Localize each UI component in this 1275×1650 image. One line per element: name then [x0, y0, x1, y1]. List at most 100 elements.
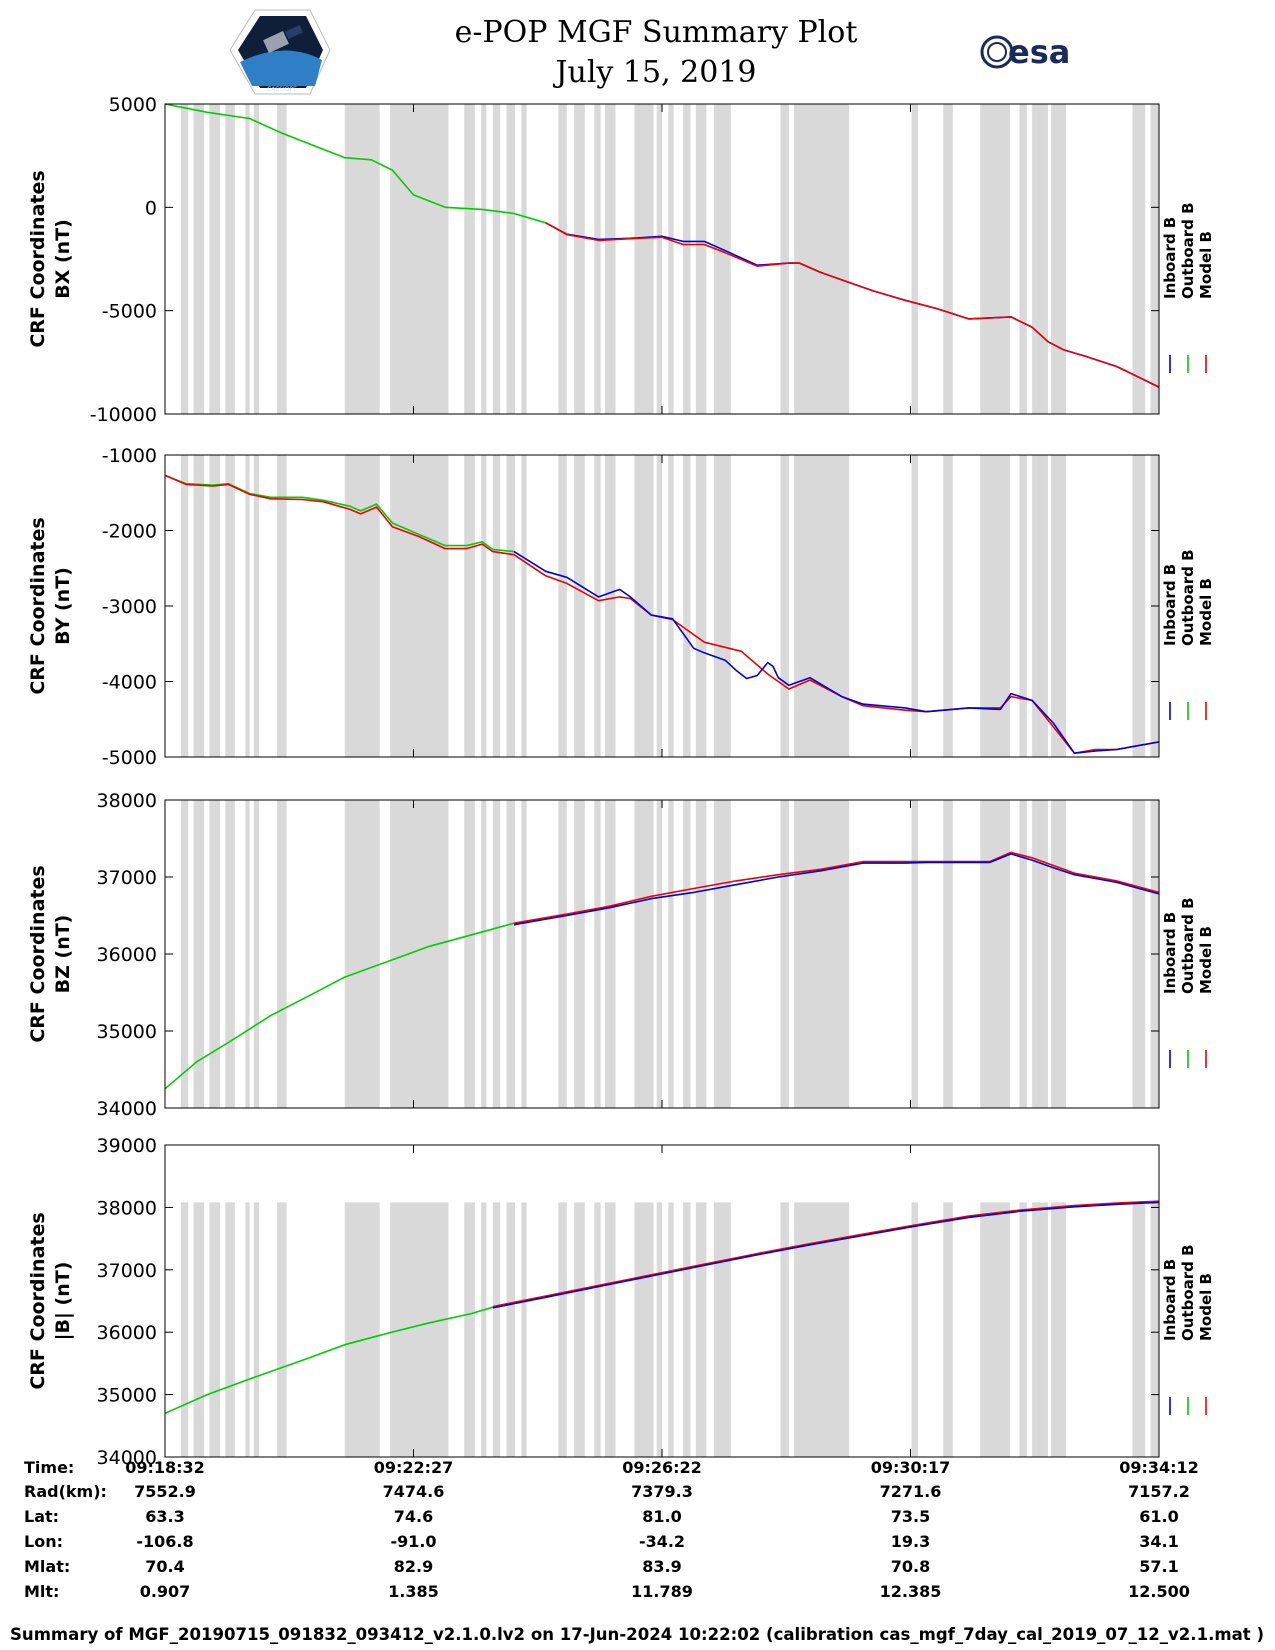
series-outboard-line	[164, 1306, 494, 1415]
data-gap-band	[634, 1202, 654, 1457]
ephemeris-cell: 7157.2	[1128, 1482, 1190, 1501]
data-gap-band	[253, 455, 260, 757]
data-gap-band	[277, 104, 287, 414]
legend-label: Inboard B	[1161, 217, 1179, 299]
data-gap-band	[604, 1202, 616, 1457]
legend-label: Model B	[1197, 926, 1215, 994]
data-gap-band	[794, 455, 850, 757]
ephemeris-cell: 82.9	[394, 1557, 433, 1576]
data-gap-band	[943, 455, 953, 757]
y-tick-label: 38000	[97, 1197, 157, 1219]
ephemeris-row-label: Rad(km):	[24, 1482, 107, 1501]
legend-label: Inboard B	[1161, 1259, 1179, 1341]
data-gap-band	[604, 800, 616, 1108]
data-gap-band	[481, 1202, 487, 1457]
data-gap-band	[911, 455, 918, 757]
data-gap-band	[344, 800, 380, 1108]
data-gap-band	[253, 800, 260, 1108]
ephemeris-cell: 61.0	[1139, 1507, 1178, 1526]
series-outboard-line	[164, 922, 515, 1090]
panel-bmag: 34000 35000 36000 37000 38000 39000 CRF Coordi…	[27, 1135, 1215, 1469]
data-gap-band	[464, 104, 475, 414]
panel-bx: -10000 -5000 0 5000 CRF Coordinates BX (nT) In…	[27, 94, 1215, 426]
data-gap-band	[911, 800, 918, 1108]
data-gap-band	[209, 455, 220, 757]
left-logo-text: CASSIOPE	[267, 86, 297, 93]
data-gap-band	[1051, 104, 1066, 414]
legend-label: Outboard B	[1179, 1244, 1197, 1341]
data-gap-band	[1019, 455, 1027, 757]
data-gap-band	[656, 1202, 662, 1457]
y-axis-label-line1: CRF Coordinates	[27, 1212, 49, 1389]
data-gap-band	[558, 104, 567, 414]
data-gap-band	[695, 104, 707, 414]
data-gap-band	[1032, 1202, 1048, 1457]
ephemeris-cell: 11.789	[631, 1582, 693, 1601]
y-tick-label: 0	[145, 197, 157, 219]
data-gap-band	[1132, 800, 1146, 1108]
ephemeris-cell: 7474.6	[383, 1482, 445, 1501]
data-gap-band	[558, 1202, 567, 1457]
y-tick-label: 38000	[97, 790, 157, 812]
y-tick-label: -10000	[90, 404, 157, 426]
ephemeris-cell: 19.3	[891, 1532, 930, 1551]
data-gap-band	[943, 104, 953, 414]
ephemeris-cell: 34.1	[1139, 1532, 1178, 1551]
data-gap-band	[695, 800, 707, 1108]
y-tick-label: -5000	[102, 301, 157, 323]
data-gap-band	[209, 1202, 220, 1457]
figure-title-line1: e-POP MGF Summary Plot	[455, 15, 858, 50]
data-gap-band	[245, 1202, 250, 1457]
data-gap-band	[180, 1202, 189, 1457]
panel-by: -5000 -4000 -3000 -2000 -1000 CRF Coordinates…	[27, 445, 1215, 769]
data-gap-band	[574, 455, 585, 757]
legend-label: Model B	[1197, 1273, 1215, 1341]
ephemeris-table: Time: 09:18:32 09:22:27 09:26:22 09:30:17 09:…	[24, 1458, 1199, 1601]
data-gap-band	[225, 104, 235, 414]
ephemeris-cell: 09:22:27	[374, 1458, 454, 1477]
data-gap-band	[594, 1202, 601, 1457]
legend-label: Outboard B	[1179, 202, 1197, 299]
data-gap-band	[1051, 800, 1066, 1108]
y-axis-label-line2: BZ (nT)	[52, 915, 74, 994]
ephemeris-row-label: Mlat:	[24, 1557, 70, 1576]
y-tick-label: 36000	[97, 1322, 157, 1344]
data-gap-band	[277, 1202, 287, 1457]
y-tick-label: 39000	[97, 1135, 157, 1157]
data-gap-band	[225, 800, 235, 1108]
data-gap-band	[180, 104, 189, 414]
data-gap-band	[193, 800, 205, 1108]
data-gap-band	[574, 800, 585, 1108]
data-gap-band	[1051, 455, 1066, 757]
data-gap-band	[193, 455, 205, 757]
legend-label: Inboard B	[1161, 912, 1179, 994]
data-gap-band	[492, 1202, 501, 1457]
data-gap-band	[943, 1202, 953, 1457]
y-axis-label-line2: BX (nT)	[52, 219, 74, 299]
ephemeris-cell: 09:34:12	[1119, 1458, 1199, 1477]
ephemeris-cell: 09:26:22	[622, 1458, 702, 1477]
data-gap-band	[656, 104, 662, 414]
data-gap-band	[506, 800, 516, 1108]
data-gap-band	[481, 104, 487, 414]
ephemeris-cell: 81.0	[642, 1507, 681, 1526]
series-model-line	[164, 474, 1160, 755]
data-gap-band	[558, 455, 567, 757]
data-gap-band	[521, 800, 527, 1108]
data-gap-band	[521, 455, 527, 757]
data-gap-band	[521, 1202, 527, 1457]
data-gap-band	[492, 455, 501, 757]
data-gap-band	[180, 800, 189, 1108]
data-gap-band	[464, 455, 475, 757]
data-gap-band	[506, 455, 516, 757]
data-gap-band	[245, 800, 250, 1108]
data-gap-band	[713, 104, 731, 414]
legend-label: Model B	[1197, 231, 1215, 299]
ephemeris-cell: 7379.3	[631, 1482, 693, 1501]
data-gap-band	[604, 104, 616, 414]
data-gap-band	[225, 1202, 235, 1457]
data-gap-band	[492, 800, 501, 1108]
data-gap-band	[481, 800, 487, 1108]
data-gap-band	[1150, 104, 1159, 414]
